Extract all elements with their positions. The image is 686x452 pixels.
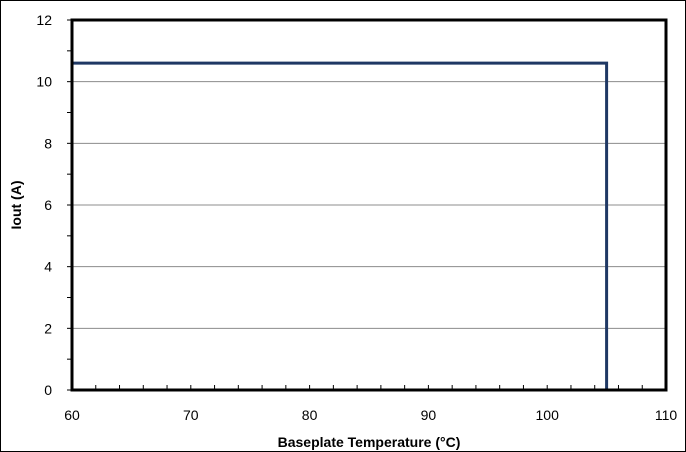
x-axis-title: Baseplate Temperature (°C) xyxy=(278,434,461,450)
x-tick-label-80: 80 xyxy=(302,407,318,423)
y-axis-title: Iout (A) xyxy=(8,181,24,230)
x-tick-labels: 60 70 80 90 100 110 xyxy=(64,407,677,423)
series-line-0 xyxy=(72,61,609,390)
plot-area-border xyxy=(70,18,668,392)
y-tick-label-8: 8 xyxy=(44,135,52,151)
y-tick-label-4: 4 xyxy=(44,259,52,275)
x-tick-label-110: 110 xyxy=(655,407,678,423)
y-tick-labels: 0 2 4 6 8 10 12 xyxy=(36,12,52,398)
y-tick-label-2: 2 xyxy=(44,320,52,336)
series-layer xyxy=(72,61,609,390)
gridlines xyxy=(72,81,666,329)
x-tick-label-70: 70 xyxy=(183,407,199,423)
x-tick-label-90: 90 xyxy=(421,407,437,423)
x-tick-label-100: 100 xyxy=(536,407,560,423)
y-tick-label-0: 0 xyxy=(44,382,52,398)
y-tick-label-12: 12 xyxy=(36,12,52,28)
y-tick-label-6: 6 xyxy=(44,197,52,213)
x-tick-label-60: 60 xyxy=(64,407,80,423)
y-tick-label-10: 10 xyxy=(36,74,52,90)
